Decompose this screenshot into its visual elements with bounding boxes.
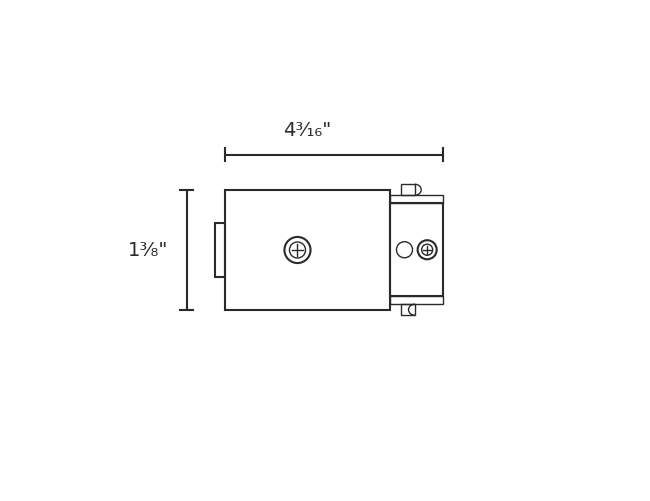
Bar [225,190,390,311]
Bar [390,297,443,305]
Bar [390,196,443,204]
Bar [401,185,415,196]
Text: 4³⁄₁₆": 4³⁄₁₆" [283,120,332,139]
Bar [390,204,443,297]
Text: 1³⁄₈": 1³⁄₈" [127,241,168,260]
Bar [401,305,415,316]
Bar [214,223,225,278]
